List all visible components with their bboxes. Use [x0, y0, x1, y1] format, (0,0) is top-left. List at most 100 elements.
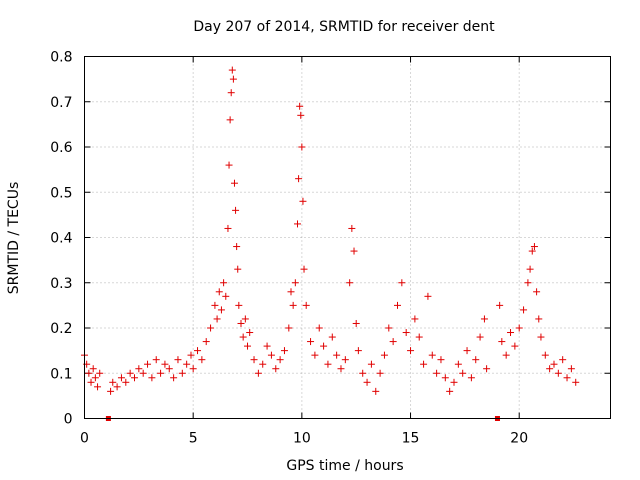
y-tick-label: 0.8: [50, 50, 72, 66]
data-point: [126, 369, 134, 377]
data-point: [250, 356, 258, 364]
data-point: [372, 387, 380, 395]
data-point: [213, 315, 221, 323]
data-point: [211, 301, 219, 309]
y-tick-label: 0.6: [50, 140, 72, 156]
data-point: [533, 288, 541, 296]
data-point: [297, 111, 305, 119]
data-point: [572, 378, 580, 386]
data-point: [229, 75, 237, 83]
data-point: [480, 315, 488, 323]
data-point: [428, 351, 436, 359]
data-point: [174, 356, 182, 364]
data-point: [267, 351, 275, 359]
data-point: [498, 338, 506, 346]
data-point: [225, 161, 233, 169]
data-point: [291, 279, 299, 287]
data-point: [107, 387, 115, 395]
data-point: [148, 374, 156, 382]
data-point: [87, 378, 95, 386]
data-point: [113, 383, 121, 391]
data-point: [237, 319, 245, 327]
data-point: [287, 288, 295, 296]
data-point: [187, 351, 195, 359]
data-point: [367, 360, 375, 368]
data-point: [385, 324, 393, 332]
data-point: [178, 369, 186, 377]
data-point: [230, 179, 238, 187]
data-point: [380, 351, 388, 359]
data-point: [259, 360, 267, 368]
data-point: [122, 378, 130, 386]
data-point: [376, 369, 384, 377]
data-point: [389, 338, 397, 346]
data-point: [294, 220, 302, 228]
data-point: [202, 338, 210, 346]
x-axis-label: GPS time / hours: [286, 458, 403, 474]
data-point: [348, 224, 356, 232]
data-point: [420, 360, 428, 368]
data-point: [333, 351, 341, 359]
x-tick-label: 5: [189, 431, 198, 447]
data-point: [424, 292, 432, 300]
data-point: [189, 365, 197, 373]
data-point: [415, 333, 423, 341]
x-tick-labels: 0 5 10 15 20: [80, 431, 528, 447]
data-point: [528, 247, 536, 255]
data-point: [320, 342, 328, 350]
data-point: [227, 89, 235, 97]
data-point: [467, 374, 475, 382]
data-point: [235, 301, 243, 309]
data-point: [135, 365, 143, 373]
data-points: [81, 66, 580, 395]
data-point: [298, 143, 306, 151]
grid: [84, 56, 611, 419]
data-point: [239, 333, 247, 341]
data-point: [511, 342, 519, 350]
data-point: [472, 356, 480, 364]
data-point: [263, 342, 271, 350]
data-point: [289, 301, 297, 309]
data-point: [302, 301, 310, 309]
data-point: [285, 324, 293, 332]
data-point: [241, 315, 249, 323]
data-point: [276, 356, 284, 364]
data-point: [546, 365, 554, 373]
data-point: [85, 369, 93, 377]
data-point: [341, 356, 349, 364]
data-point: [446, 387, 454, 395]
data-point: [337, 365, 345, 373]
data-point: [234, 265, 242, 273]
data-point: [398, 279, 406, 287]
plot-frame: [84, 56, 611, 419]
data-point: [161, 360, 169, 368]
data-point: [363, 378, 371, 386]
data-point: [300, 265, 308, 273]
data-point: [530, 243, 538, 251]
y-tick-label: 0.7: [50, 95, 72, 111]
data-point: [550, 360, 558, 368]
data-point: [515, 324, 523, 332]
data-point: [198, 356, 206, 364]
data-point: [450, 378, 458, 386]
data-point: [217, 306, 225, 314]
y-tick-label: 0.4: [50, 231, 72, 247]
data-point: [407, 347, 415, 355]
data-point: [130, 374, 138, 382]
data-point: [411, 315, 419, 323]
data-point: [463, 347, 471, 355]
data-point: [232, 206, 240, 214]
data-point: [299, 197, 307, 205]
data-point: [559, 356, 567, 364]
data-point: [224, 224, 232, 232]
data-point: [359, 369, 367, 377]
data-point: [502, 351, 510, 359]
data-point: [220, 279, 228, 287]
y-tick-label: 0.5: [50, 185, 72, 201]
data-point: [244, 342, 252, 350]
data-point: [352, 319, 360, 327]
data-point: [328, 333, 336, 341]
data-point: [307, 338, 315, 346]
x-tick-label: 20: [510, 431, 528, 447]
